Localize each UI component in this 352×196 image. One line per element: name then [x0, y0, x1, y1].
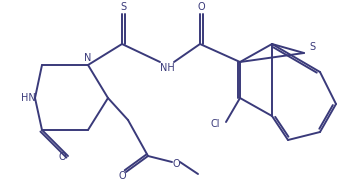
Text: S: S	[309, 42, 315, 52]
Text: HN: HN	[21, 93, 35, 103]
Text: S: S	[120, 2, 126, 12]
Text: Cl: Cl	[210, 119, 220, 129]
Text: NH: NH	[159, 63, 174, 73]
Text: O: O	[197, 2, 205, 12]
Text: O: O	[58, 152, 66, 162]
Text: N: N	[84, 53, 92, 63]
Text: O: O	[172, 159, 180, 169]
Text: O: O	[118, 171, 126, 181]
